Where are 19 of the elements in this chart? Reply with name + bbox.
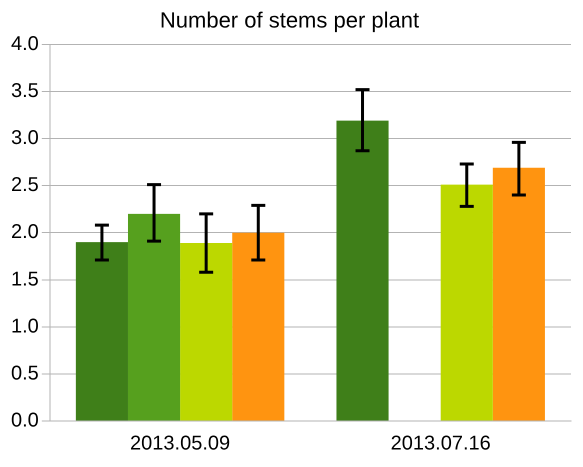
bar bbox=[440, 184, 493, 420]
bar bbox=[128, 214, 180, 420]
chart-title: Number of stems per plant bbox=[160, 7, 420, 32]
x-tick-label: 2013.05.09 bbox=[130, 432, 230, 455]
y-tick-label: 4.0 bbox=[10, 32, 39, 55]
y-tick-label: 0.0 bbox=[10, 410, 39, 432]
y-tick-label: 1.0 bbox=[10, 315, 39, 338]
y-tick-label: 3.0 bbox=[10, 127, 39, 150]
bar bbox=[180, 243, 232, 420]
y-tick-label: 2.0 bbox=[10, 221, 39, 244]
y-tick-label: 1.5 bbox=[10, 268, 39, 290]
y-tick-label: 3.5 bbox=[10, 80, 39, 102]
bar bbox=[76, 242, 128, 420]
bar bbox=[232, 232, 284, 420]
x-tick-label: 2013.07.16 bbox=[390, 432, 491, 455]
y-tick-label: 0.5 bbox=[10, 362, 39, 384]
bar bbox=[492, 168, 545, 420]
y-tick-label: 2.5 bbox=[10, 174, 39, 196]
bar bbox=[336, 120, 389, 420]
